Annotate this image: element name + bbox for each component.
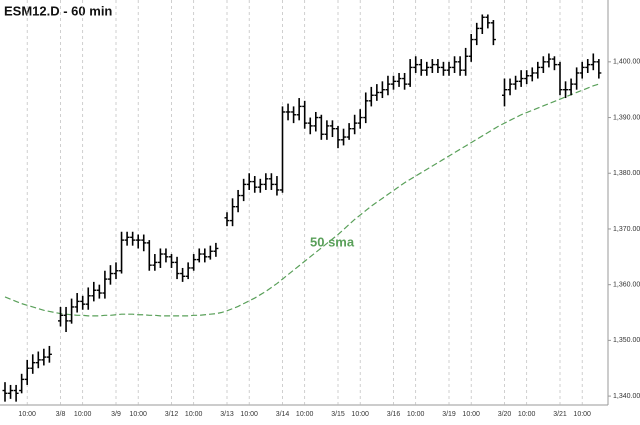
y-tick-label: 1,350.00	[613, 337, 640, 344]
x-tick-label: 10:00	[351, 411, 369, 418]
y-tick-label: 1,380.00	[613, 170, 640, 177]
x-tick-label: 3/19	[442, 411, 456, 418]
x-tick-label: 3/8	[56, 411, 66, 418]
x-tick-label: 10:00	[240, 411, 258, 418]
x-tick-label: 10:00	[18, 411, 36, 418]
y-tick-label: 1,370.00	[613, 226, 640, 233]
x-tick-label: 10:00	[518, 411, 536, 418]
x-tick-label: 10:00	[296, 411, 314, 418]
sma-label: 50 sma	[310, 234, 355, 249]
sma-line	[4, 83, 600, 317]
y-tick-label: 1,400.00	[613, 59, 640, 66]
x-tick-label: 3/15	[331, 411, 345, 418]
x-tick-label: 3/12	[165, 411, 179, 418]
x-tick-label: 10:00	[129, 411, 147, 418]
x-tick-label: 10:00	[462, 411, 480, 418]
x-tick-label: 3/13	[220, 411, 234, 418]
x-tick-label: 3/20	[498, 411, 512, 418]
x-tick-label: 10:00	[74, 411, 92, 418]
y-tick-label: 1,340.00	[613, 393, 640, 400]
x-tick-label: 3/9	[111, 411, 121, 418]
x-tick-label: 3/14	[276, 411, 290, 418]
chart-title: ESM12.D - 60 min	[4, 3, 112, 18]
y-tick-label: 1,390.00	[613, 114, 640, 121]
x-tick-label: 3/21	[553, 411, 567, 418]
y-tick-label: 1,360.00	[613, 282, 640, 289]
x-tick-label: 10:00	[185, 411, 203, 418]
x-tick-label: 10:00	[573, 411, 591, 418]
x-tick-label: 3/16	[387, 411, 401, 418]
x-tick-label: 10:00	[407, 411, 425, 418]
